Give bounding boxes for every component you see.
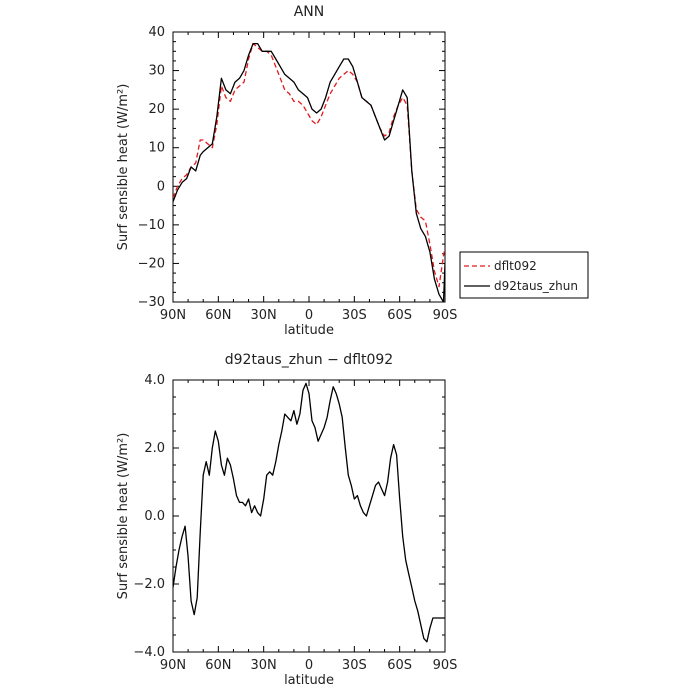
- legend-entry: dflt092: [494, 259, 537, 273]
- series-line-d92taus_zhun: [173, 42, 445, 302]
- y-tick-label: −30: [138, 295, 165, 310]
- y-tick-label: 20: [148, 102, 165, 117]
- x-tick-label: 0: [305, 308, 313, 323]
- y-tick-label: 2.0: [144, 441, 165, 456]
- x-tick-label: 90N: [160, 658, 186, 673]
- panel-2: d92taus_zhun − dflt092 90N 60N 30N 0 30S 60S 90…: [116, 352, 457, 688]
- x-tick-label: 90N: [160, 308, 186, 323]
- y-tick-label: 0.0: [144, 509, 165, 524]
- x-tick-label: 30N: [251, 308, 277, 323]
- y-tick-label: −20: [138, 256, 165, 271]
- panel-1: ANN 90N 60N 30N 0 30S 60S 90S −30 −20 −10 0 10 20 30 40…: [116, 4, 589, 338]
- x-axis-label: latitude: [284, 323, 334, 338]
- series-line-dflt092: [173, 42, 445, 288]
- x-tick-label: 90S: [433, 308, 458, 323]
- y-tick-label: 10: [148, 141, 165, 156]
- legend: dflt092 d92taus_zhun: [459, 251, 589, 299]
- x-tick-label: 60N: [205, 658, 231, 673]
- y-axis-label: Surf sensible heat (W/m²): [116, 433, 131, 600]
- x-tick-label: 60N: [205, 308, 231, 323]
- x-tick-label: 0: [305, 658, 313, 673]
- y-tick-label: −10: [138, 218, 165, 233]
- y-tick-label: −2.0: [133, 577, 165, 592]
- x-axis-label: latitude: [284, 673, 334, 688]
- plot-frame: [172, 31, 446, 303]
- legend-entry: d92taus_zhun: [494, 279, 578, 293]
- series-line-difference: [173, 382, 445, 643]
- y-axis-label: Surf sensible heat (W/m²): [116, 84, 131, 251]
- y-tick-label: −4.0: [133, 645, 165, 660]
- y-tick-label: 30: [148, 64, 165, 79]
- legend-box: [459, 251, 589, 299]
- plot-frame: [172, 379, 446, 653]
- y-tick-label: 0: [157, 179, 165, 194]
- x-tick-label: 30S: [342, 308, 367, 323]
- x-tick-label: 90S: [433, 658, 458, 673]
- x-tick-label: 60S: [387, 308, 412, 323]
- y-tick-label: 40: [148, 25, 165, 40]
- y-tick-label: 4.0: [144, 373, 165, 388]
- x-tick-label: 30S: [342, 658, 367, 673]
- x-tick-label: 60S: [387, 658, 412, 673]
- chart-title: ANN: [294, 4, 325, 20]
- chart-title: d92taus_zhun − dflt092: [225, 352, 393, 368]
- x-tick-label: 30N: [251, 658, 277, 673]
